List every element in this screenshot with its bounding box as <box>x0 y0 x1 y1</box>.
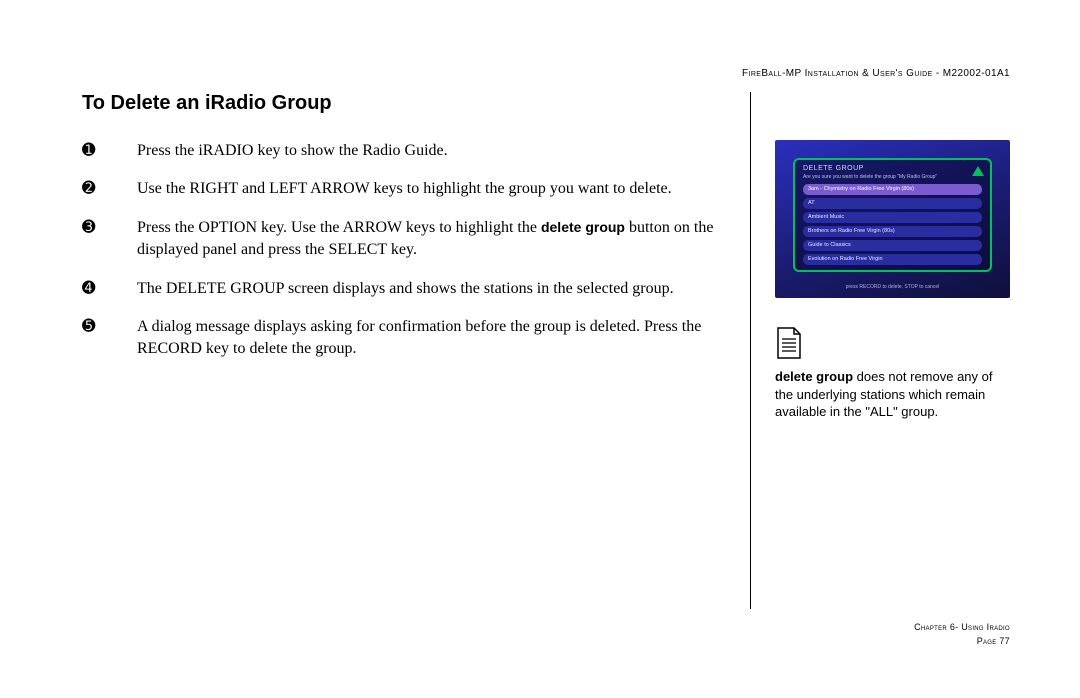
note-icon <box>775 326 1010 360</box>
page: FireBall-MP Installation & User's Guide … <box>0 0 1080 698</box>
step-marker: ➋ <box>82 178 137 200</box>
tv-row: Ambient Music <box>803 212 982 223</box>
step-item: ➎A dialog message displays asking for co… <box>82 316 717 361</box>
step-item: ➋Use the RIGHT and LEFT ARROW keys to hi… <box>82 178 717 200</box>
tv-row: 3am - Chymistry on Radio Free Virgin (80… <box>803 184 982 195</box>
warning-icon <box>972 166 984 176</box>
tv-panel-subtitle: Are you sure you want to delete the grou… <box>803 174 982 180</box>
note-text: delete group does not remove any of the … <box>775 368 1010 421</box>
tv-footer-hint: press RECORD to delete, STOP to cancel <box>775 284 1010 290</box>
sidebar: DELETE GROUP Are you sure you want to de… <box>775 140 1010 421</box>
step-item: ➌Press the OPTION key. Use the ARROW key… <box>82 217 717 262</box>
section-title: To Delete an iRadio Group <box>82 92 332 115</box>
screenshot-delete-group: DELETE GROUP Are you sure you want to de… <box>775 140 1010 298</box>
header-doc-id: FireBall-MP Installation & User's Guide … <box>742 68 1010 79</box>
step-marker: ➌ <box>82 217 137 239</box>
step-text: Use the RIGHT and LEFT ARROW keys to hig… <box>137 178 717 200</box>
steps-list: ➊Press the iRADIO key to show the Radio … <box>82 140 717 377</box>
tv-panel-title: DELETE GROUP <box>803 165 982 172</box>
footer-page: Page 77 <box>914 635 1010 649</box>
vertical-separator <box>750 92 751 609</box>
tv-panel: DELETE GROUP Are you sure you want to de… <box>793 158 992 272</box>
footer-chapter: Chapter 6- Using Iradio <box>914 621 1010 635</box>
tv-row: Evolution on Radio Free Virgin <box>803 254 982 265</box>
step-marker: ➊ <box>82 140 137 162</box>
step-item: ➍The DELETE GROUP screen displays and sh… <box>82 278 717 300</box>
tv-row: AT <box>803 198 982 209</box>
tv-row: Guide to Classics <box>803 240 982 251</box>
page-footer: Chapter 6- Using Iradio Page 77 <box>914 621 1010 648</box>
step-text: A dialog message displays asking for con… <box>137 316 717 361</box>
tv-row: Brothers on Radio Free Virgin (80s) <box>803 226 982 237</box>
step-text: Press the iRADIO key to show the Radio G… <box>137 140 717 162</box>
step-text: Press the OPTION key. Use the ARROW keys… <box>137 217 717 262</box>
step-text: The DELETE GROUP screen displays and sho… <box>137 278 717 300</box>
step-item: ➊Press the iRADIO key to show the Radio … <box>82 140 717 162</box>
step-marker: ➍ <box>82 278 137 300</box>
step-marker: ➎ <box>82 316 137 338</box>
